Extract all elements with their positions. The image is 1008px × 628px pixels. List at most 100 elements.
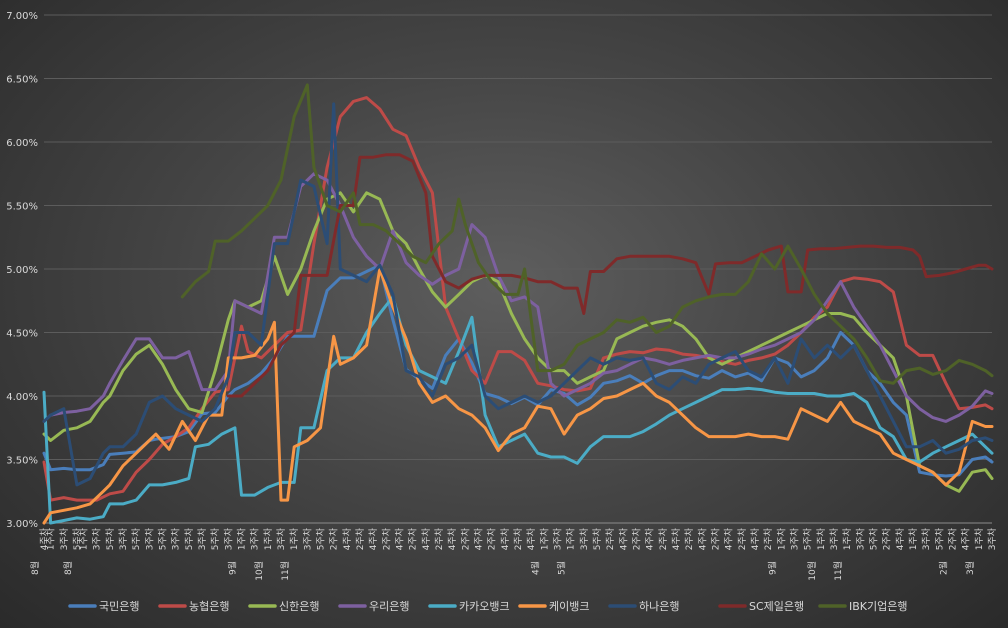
series-line-카카오뱅크 — [42, 295, 994, 525]
x-tick-label: 1주차 — [538, 527, 550, 550]
x-tick-month-label: 11월 — [832, 561, 844, 581]
x-tick-label: 4주차 — [341, 527, 353, 550]
legend-label: 하나은행 — [639, 599, 679, 613]
legend-item: IBK기업은행 — [818, 600, 907, 613]
x-tick-month-label: 2월 — [938, 561, 950, 575]
x-tick-label: 3주차 — [578, 527, 590, 550]
x-tick-label: 2주차 — [354, 527, 366, 550]
x-tick-month-label: 9월 — [766, 561, 778, 575]
x-tick-month-label: 8월 — [62, 561, 74, 575]
x-tick-label: 3주차 — [91, 527, 103, 550]
x-tick-label: 1주차 — [236, 527, 248, 550]
x-tick-label: 1주차 — [907, 527, 919, 550]
x-tick-label: 3주차 — [143, 527, 155, 550]
x-tick-label: 4주차 — [723, 527, 735, 550]
x-tick-label: 3주차 — [920, 527, 932, 550]
legend-item: 케이뱅크 — [518, 600, 589, 613]
legend-label: 신한은행 — [279, 600, 319, 613]
x-tick-label: 4주차 — [446, 527, 458, 550]
x-tick-label: 3주차 — [789, 527, 801, 550]
x-tick-label: 4주차 — [38, 527, 50, 550]
x-tick-label: 1주차 — [262, 527, 274, 550]
x-tick-month-label: 4월 — [529, 561, 541, 575]
x-tick-label: 1주차 — [775, 527, 787, 550]
x-tick-label: 4주차 — [394, 527, 406, 550]
x-tick-label: 4주차 — [499, 527, 511, 550]
x-tick-label: 2주차 — [433, 527, 445, 550]
y-tick-label: 7.00% — [6, 11, 38, 22]
x-tick-label: 4주차 — [670, 527, 682, 550]
x-tick-label: 2주차 — [407, 527, 419, 550]
x-tick-month-label: 9월 — [227, 561, 239, 575]
x-tick-label: 2주차 — [657, 527, 669, 550]
x-tick-label: 2주차 — [512, 527, 524, 550]
x-tick-label: 3주차 — [58, 527, 70, 550]
x-tick-label: 5주차 — [591, 527, 603, 550]
x-tick-label: 2주차 — [710, 527, 722, 550]
legend-label: 우리은행 — [369, 600, 409, 613]
y-tick-label: 5.00% — [6, 265, 38, 276]
x-tick-label: 2주차 — [736, 527, 748, 550]
x-tick-label: 3주차 — [170, 527, 182, 550]
x-tick-label: 3주차 — [222, 527, 234, 550]
x-tick-label: 5주차 — [802, 527, 814, 550]
x-tick-label: 3주차 — [828, 527, 840, 550]
y-tick-label: 3.50% — [6, 456, 38, 467]
x-tick-label: 2주차 — [683, 527, 695, 550]
legend-label: 카카오뱅크 — [459, 600, 510, 613]
x-tick-month-label: 5월 — [556, 561, 568, 575]
y-tick-label: 5.50% — [6, 202, 38, 213]
y-tick-label: 4.00% — [6, 392, 38, 403]
x-tick-label: 4주차 — [894, 527, 906, 550]
x-tick-month-label: 11월 — [279, 561, 291, 581]
legend-label: 케이뱅크 — [549, 600, 589, 613]
x-tick-label: 3주차 — [196, 527, 208, 550]
series-line-케이뱅크 — [42, 267, 994, 525]
legend-item: 농협은행 — [158, 600, 229, 613]
x-tick-label: 5주차 — [868, 527, 880, 550]
x-tick-label: 3주차 — [854, 527, 866, 550]
x-tick-label: 1주차 — [973, 527, 985, 550]
legend-item: 우리은행 — [338, 600, 409, 613]
x-tick-label: 5주차 — [71, 527, 83, 550]
x-tick-label: 5주차 — [315, 527, 327, 550]
grid-lines — [44, 14, 992, 524]
x-tick-label: 2주차 — [604, 527, 616, 550]
x-tick-label: 4주차 — [644, 527, 656, 550]
x-tick-label: 3주차 — [986, 527, 998, 550]
x-tick-label: 2주차 — [631, 527, 643, 550]
x-tick-label: 1주차 — [288, 527, 300, 550]
legend-item: 국민은행 — [68, 600, 139, 613]
x-tick-label: 1주차 — [841, 527, 853, 550]
series-line-SC제일은행 — [226, 153, 994, 398]
x-tick-label: 2주차 — [328, 527, 340, 550]
x-tick-label: 2주차 — [380, 527, 392, 550]
y-tick-label: 6.50% — [6, 75, 38, 86]
x-tick-label: 5주차 — [104, 527, 116, 550]
legend-label: SC제일은행 — [749, 599, 804, 613]
x-tick-label: 3주차 — [552, 527, 564, 550]
x-tick-label: 4주차 — [749, 527, 761, 550]
y-axis: 3.00% 3.50% 4.00% 4.50% 5.00% 5.50% 6.00% 6.50%… — [6, 11, 38, 530]
legend-item: 신한은행 — [248, 600, 319, 613]
x-tick-label: 4주차 — [696, 527, 708, 550]
x-tick-label: 3주차 — [117, 527, 129, 550]
x-tick-label: 5주차 — [209, 527, 221, 550]
x-tick-label: 5주차 — [130, 527, 142, 550]
x-tick-label: 5주차 — [157, 527, 169, 550]
series-line-하나은행 — [42, 102, 994, 487]
series-line-우리은행 — [42, 172, 994, 423]
x-tick-label: 1주차 — [815, 527, 827, 550]
x-tick-label: 1주차 — [565, 527, 577, 550]
x-tick-label: 3주차 — [249, 527, 261, 550]
x-tick-label: 4주차 — [367, 527, 379, 550]
legend: 국민은행 농협은행 신한은행 우리은행 카카오뱅크 케이뱅크 하나은행 SC제일은행 IBK기업… — [68, 599, 907, 613]
x-tick-label: 4주차 — [525, 527, 537, 550]
x-tick-label: 5주차 — [183, 527, 195, 550]
x-tick-label: 2주차 — [486, 527, 498, 550]
x-tick-label: 4주차 — [617, 527, 629, 550]
series-line-IBK기업은행 — [180, 83, 994, 385]
